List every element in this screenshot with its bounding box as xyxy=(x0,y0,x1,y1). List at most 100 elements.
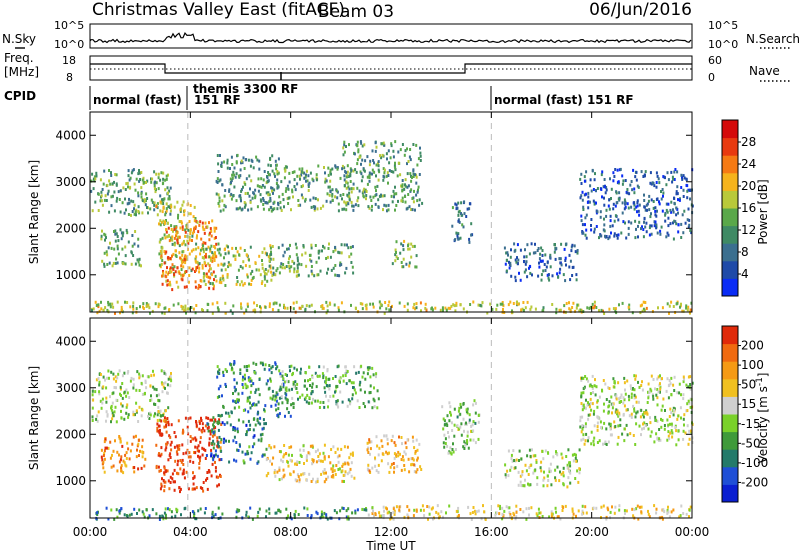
velocity-data-cell xyxy=(637,400,640,404)
power-data-cell xyxy=(310,303,313,307)
power-data-cell xyxy=(165,174,168,178)
velocity-data-cell xyxy=(311,462,314,466)
power-data-cell xyxy=(373,161,375,165)
power-data-cell xyxy=(633,201,636,205)
velocity-data-cell xyxy=(467,505,470,509)
power-data-cell xyxy=(180,264,183,268)
velocity-data-cell xyxy=(181,431,184,435)
velocity-data-cell xyxy=(580,438,583,442)
power-data-cell xyxy=(157,187,160,191)
velocity-data-cell xyxy=(306,393,309,397)
velocity-data-cell xyxy=(284,396,287,400)
power-data-cell xyxy=(297,199,300,202)
power-data-cell xyxy=(666,302,669,306)
power-data-cell xyxy=(273,188,276,192)
velocity-data-cell xyxy=(633,407,636,411)
velocity-data-cell xyxy=(688,437,691,441)
velocity-data-cell xyxy=(241,383,244,386)
velocity-data-cell xyxy=(624,388,626,392)
power-data-cell xyxy=(454,202,457,206)
velocity-data-cell xyxy=(584,406,587,410)
velocity-data-cell xyxy=(667,396,670,400)
power-data-cell xyxy=(509,261,512,265)
power-data-cell xyxy=(305,169,308,173)
power-data-cell xyxy=(322,204,325,208)
velocity-data-cell xyxy=(375,469,378,473)
velocity-data-cell xyxy=(359,388,362,392)
power-data-cell xyxy=(115,199,118,203)
velocity-data-cell xyxy=(170,510,173,514)
velocity-data-cell xyxy=(155,464,158,468)
velocity-data-cell xyxy=(372,373,375,377)
power-data-cell xyxy=(565,242,568,246)
power-data-cell xyxy=(126,231,129,235)
power-data-cell xyxy=(241,161,244,165)
date-label: 06/Jun/2016 xyxy=(589,0,692,20)
velocity-data-cell xyxy=(453,434,456,438)
velocity-data-cell xyxy=(245,433,248,437)
velocity-data-cell xyxy=(397,454,400,458)
velocity-data-cell xyxy=(663,510,666,514)
power-data-cell xyxy=(171,235,174,239)
power-data-cell xyxy=(227,251,230,255)
power-data-cell xyxy=(218,196,221,200)
power-data-cell xyxy=(357,204,360,208)
power-data-cell xyxy=(537,247,540,250)
power-data-cell xyxy=(272,191,274,195)
velocity-data-cell xyxy=(201,453,204,457)
power-data-cell xyxy=(670,210,673,214)
power-data-cell xyxy=(344,201,347,205)
velocity-data-cell xyxy=(159,469,162,472)
velocity-data-cell xyxy=(121,444,124,448)
velocity-data-cell xyxy=(660,425,663,429)
power-data-cell xyxy=(571,274,574,277)
power-data-cell xyxy=(187,212,190,216)
velocity-data-cell xyxy=(237,398,240,402)
velocity-data-cell xyxy=(239,368,242,372)
velocity-data-cell xyxy=(232,399,235,403)
velocity-data-cell xyxy=(342,507,345,510)
velocity-data-cell xyxy=(157,424,160,428)
power-data-cell xyxy=(268,193,271,197)
power-data-cell xyxy=(592,199,595,203)
power-data-cell xyxy=(170,205,173,209)
power-data-cell xyxy=(194,285,197,289)
velocity-data-cell xyxy=(214,460,216,464)
velocity-data-cell xyxy=(175,450,178,454)
power-data-cell xyxy=(166,221,169,225)
velocity-data-cell xyxy=(236,398,239,402)
velocity-data-cell xyxy=(457,514,460,517)
power-data-cell xyxy=(419,154,422,158)
power-data-cell xyxy=(374,149,377,153)
velocity-data-cell xyxy=(259,416,262,420)
velocity-data-cell xyxy=(351,397,354,401)
power-data-cell xyxy=(177,216,179,220)
power-data-cell xyxy=(633,191,636,195)
power-data-cell xyxy=(135,213,137,217)
power-data-cell xyxy=(660,197,663,201)
velocity-data-cell xyxy=(632,514,635,518)
velocity-data-cell xyxy=(156,419,159,422)
velocity-data-cell xyxy=(412,514,415,518)
power-data-cell xyxy=(246,253,249,257)
power-data-cell xyxy=(459,303,462,307)
power-data-cell xyxy=(228,263,231,267)
velocity-data-cell xyxy=(325,477,328,481)
power-data-cell xyxy=(603,223,606,227)
velocity-data-cell xyxy=(309,384,311,387)
velocity-data-cell xyxy=(615,408,618,412)
velocity-data-cell xyxy=(235,459,238,463)
velocity-data-cell xyxy=(419,508,422,512)
power-data-cell xyxy=(205,275,208,278)
power-data-cell xyxy=(335,189,338,193)
power-data-cell xyxy=(391,200,394,204)
power-data-cell xyxy=(357,150,360,154)
power-data-cell xyxy=(674,220,677,224)
velocity-data-cell xyxy=(250,384,253,388)
power-data-cell xyxy=(310,259,313,263)
power-data-cell xyxy=(230,197,233,201)
power-data-cell xyxy=(274,159,277,163)
velocity-data-cell xyxy=(364,377,367,381)
velocity-data-cell xyxy=(501,517,504,521)
velocity-data-cell xyxy=(274,474,277,478)
